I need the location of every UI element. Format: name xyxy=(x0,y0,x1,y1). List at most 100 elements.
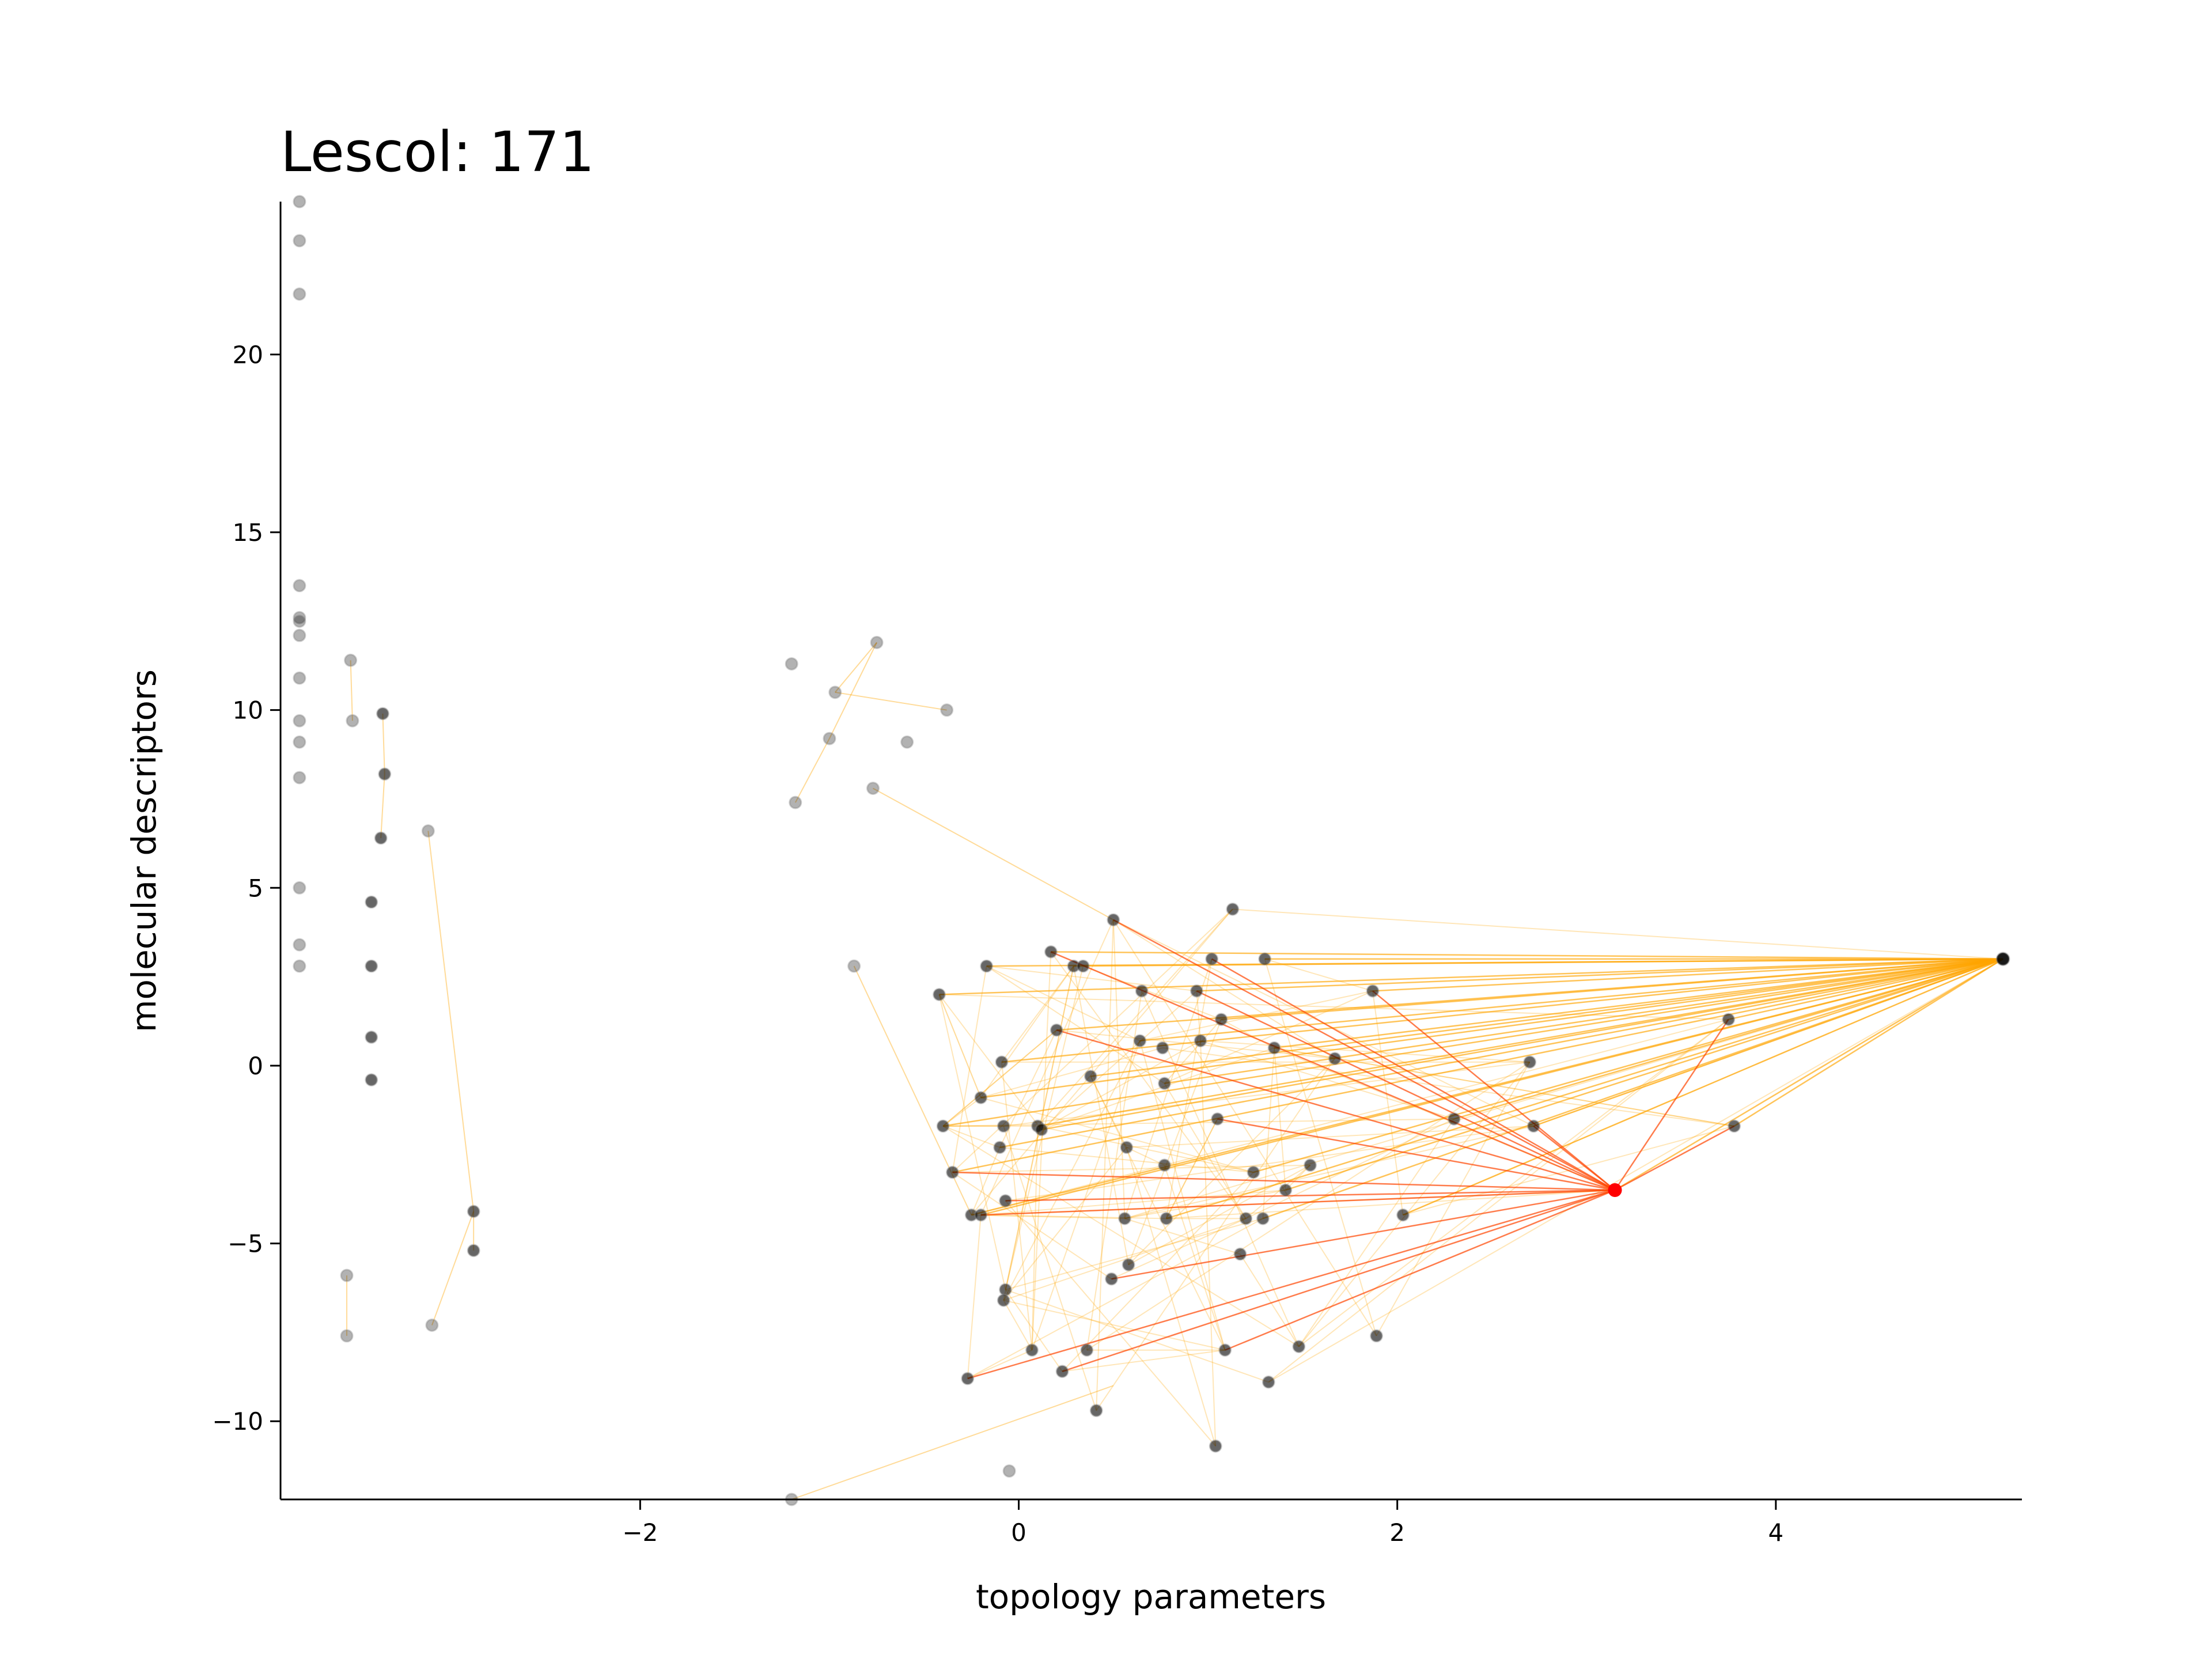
edge-line xyxy=(1268,1018,1729,1383)
data-point xyxy=(1256,1211,1270,1225)
data-point xyxy=(365,1073,378,1087)
edge-line xyxy=(1196,991,1201,1041)
edge-line xyxy=(1164,958,2003,1085)
edge-line xyxy=(1090,958,2003,1077)
edge-line xyxy=(1614,1019,1729,1191)
edge-line xyxy=(980,1189,1615,1216)
data-point xyxy=(293,959,306,973)
edge-line xyxy=(1376,1062,1531,1336)
edge-line xyxy=(938,994,982,1098)
edge-line xyxy=(1264,959,1377,1336)
data-point xyxy=(1233,1247,1247,1261)
edge-line xyxy=(986,965,1165,1084)
edge-line xyxy=(1728,958,2003,1020)
edge-line xyxy=(1211,958,1616,1191)
data-point xyxy=(1104,1272,1118,1286)
edge-line xyxy=(1037,908,1233,1127)
edge-line xyxy=(1096,919,1114,1411)
edge-line xyxy=(1403,958,2003,1216)
edge-line xyxy=(791,1385,1114,1500)
edge-line xyxy=(431,1211,475,1325)
x-tick-label: 0 xyxy=(1011,1518,1027,1547)
data-point xyxy=(998,1194,1012,1208)
edge-line xyxy=(1225,1189,1616,1351)
edge-line xyxy=(835,691,947,711)
data-point xyxy=(365,895,378,909)
data-point xyxy=(828,685,842,699)
edge-line xyxy=(952,1164,1310,1173)
edge-line xyxy=(942,1097,982,1127)
data-point xyxy=(340,1329,354,1343)
data-point xyxy=(1084,1069,1097,1083)
hub-point xyxy=(1995,952,2010,967)
data-point xyxy=(1247,1165,1260,1179)
y-tick-label: 0 xyxy=(248,1052,263,1080)
edge-line xyxy=(1126,1125,1534,1148)
data-point xyxy=(993,1141,1007,1154)
data-point xyxy=(1160,1211,1173,1225)
data-point xyxy=(789,796,802,809)
data-point xyxy=(997,1293,1010,1307)
edge-line xyxy=(1056,958,2003,1031)
edge-line xyxy=(1533,1125,1616,1191)
edge-line xyxy=(380,774,385,838)
edge-line xyxy=(1111,1218,1247,1280)
edge-line xyxy=(942,958,2003,1127)
edge-line xyxy=(1139,990,1373,1041)
edge-line xyxy=(1056,1029,1615,1191)
edge-line xyxy=(1274,1047,1734,1127)
data-point xyxy=(1239,1211,1253,1225)
edge-line xyxy=(999,1029,1058,1148)
y-tick-label: 15 xyxy=(233,518,263,547)
edge-line xyxy=(1253,958,2003,1173)
data-point xyxy=(1366,984,1380,998)
data-point xyxy=(1190,984,1203,998)
edge-line xyxy=(1096,1058,1336,1411)
edge-line xyxy=(1001,965,1074,1063)
edge-line xyxy=(1164,1165,1226,1351)
edge-line xyxy=(1126,1147,1217,1446)
data-point xyxy=(1035,1123,1048,1137)
edge-line xyxy=(1274,1047,1734,1127)
y-tick-label: −5 xyxy=(228,1230,263,1258)
edge-line xyxy=(1165,1119,1218,1219)
x-tick-label: −2 xyxy=(622,1518,658,1547)
edge-line xyxy=(1166,958,2003,1219)
data-point xyxy=(1118,1211,1131,1225)
data-point xyxy=(467,1205,480,1218)
data-point xyxy=(376,707,389,721)
edge-line xyxy=(1003,1300,1033,1351)
data-point xyxy=(293,195,306,209)
edge-line xyxy=(1298,1018,1729,1347)
edge-line xyxy=(938,994,1006,1290)
edge-line xyxy=(1614,958,2003,1191)
edge-line xyxy=(1031,1040,1141,1351)
chart-title: Lescol: 171 xyxy=(281,120,594,184)
data-point xyxy=(1050,1023,1063,1037)
data-point xyxy=(1258,952,1272,966)
data-point xyxy=(1089,1404,1103,1418)
y-ticks: −10 −5 0 5 10 15 20 xyxy=(212,340,281,1435)
edge-line xyxy=(1041,958,2003,1131)
edge-line xyxy=(1041,1040,1201,1130)
edge-line xyxy=(1124,1189,1286,1219)
edge-line xyxy=(1111,1189,1615,1280)
edge-line xyxy=(1274,1047,1286,1191)
edge-line xyxy=(1090,1076,1226,1351)
edge-line xyxy=(942,1029,1057,1127)
data-point xyxy=(870,635,884,649)
data-point xyxy=(1135,984,1149,998)
edge-line xyxy=(1062,1189,1615,1372)
data-point xyxy=(1214,1013,1228,1027)
edge-line xyxy=(1274,958,2003,1049)
edge-line xyxy=(872,787,1114,921)
data-point xyxy=(1722,1013,1736,1027)
edge-line xyxy=(1001,958,2003,1063)
data-point xyxy=(293,938,306,952)
data-point xyxy=(866,781,880,795)
data-point xyxy=(1002,1464,1016,1478)
data-point xyxy=(1122,1258,1135,1272)
data-point xyxy=(293,579,306,593)
edge-line xyxy=(980,1214,1166,1219)
